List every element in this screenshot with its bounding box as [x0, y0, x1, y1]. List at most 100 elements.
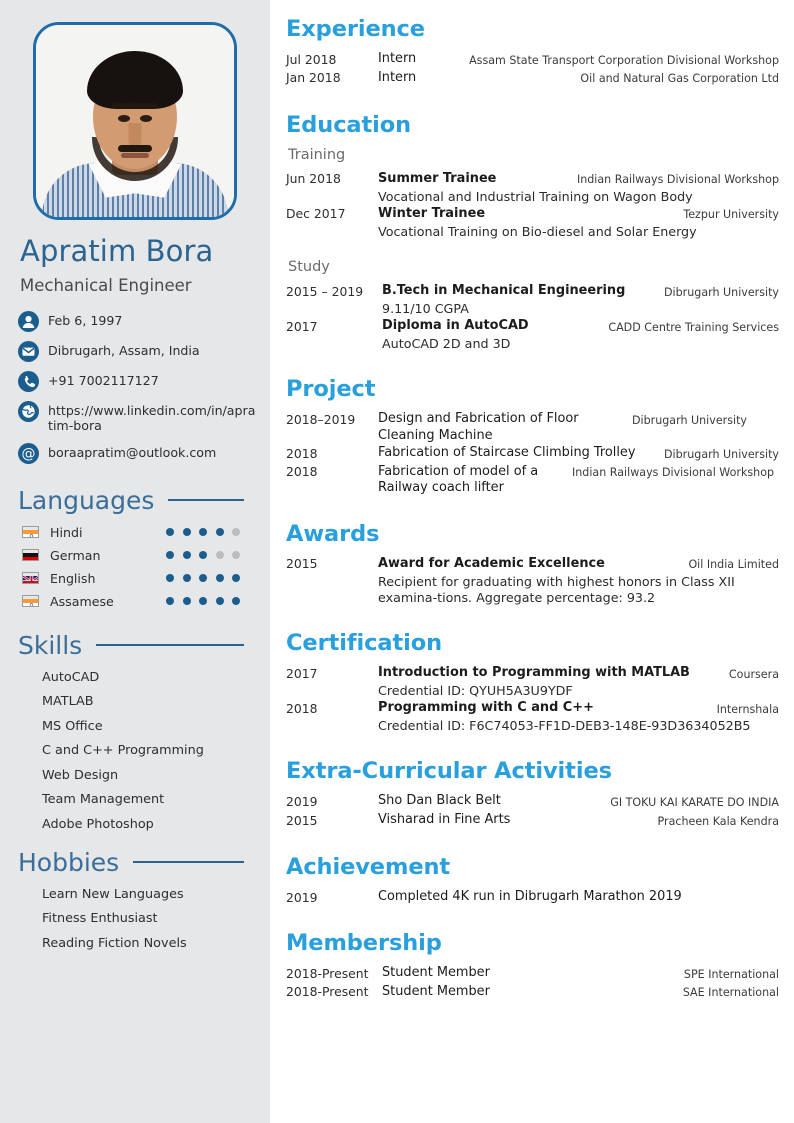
avatar [36, 25, 234, 217]
entry-date: 2018 [286, 700, 318, 716]
table-row: 2018-Present Student Member SAE Internat… [286, 984, 779, 1002]
entry-description: Credential ID: F6C74053-FF1D-DEB3-148E-9… [378, 718, 751, 734]
list-item: Adobe Photoshop [42, 816, 154, 832]
page-title: Apratim Bora [20, 234, 214, 268]
section-achievement: Achievement 2019 Completed 4K run in Dib… [286, 854, 779, 906]
contact-value: Dibrugarh, Assam, India [48, 342, 200, 358]
entry-title: Student Member [382, 983, 490, 999]
section-title: Achievement [286, 854, 451, 881]
entry-org: Tezpur University [683, 208, 779, 222]
entry-description: Vocational Training on Bio-diesel and So… [378, 223, 697, 239]
entry-title: Introduction to Programming with MATLAB [378, 665, 690, 681]
table-row: Dec 2017 Winter Trainee Tezpur Universit… [286, 206, 779, 240]
table-row: 2017 Introduction to Programming with MA… [286, 665, 779, 699]
list-item: Web Design [42, 767, 119, 783]
flag-uk-icon [22, 572, 39, 585]
entry-org: Oil and Natural Gas Corporation Ltd [580, 72, 779, 86]
list-item: Learn New Languages [42, 886, 184, 902]
profile-photo-frame [33, 22, 237, 220]
entry-org: Pracheen Kala Kendra [657, 814, 779, 828]
skills-heading: Skills [18, 631, 256, 660]
table-row: 2015 Visharad in Fine Arts Pracheen Kala… [286, 812, 779, 830]
entry-title: B.Tech in Mechanical Engineering [382, 283, 626, 299]
contact-row-linkedin[interactable]: https://www.linkedin.com/in/apratim-bora [18, 400, 256, 434]
entry-org: SPE International [683, 967, 779, 981]
table-row: 2019 Sho Dan Black Belt GI TOKU KAI KARA… [286, 793, 779, 811]
rating-dots [166, 528, 256, 537]
entry-org: SAE International [682, 986, 779, 1000]
section-title: Experience [286, 16, 425, 42]
entry-description: 9.11/10 CGPA [382, 300, 469, 316]
section-certification: Certification 2017 Introduction to Progr… [286, 630, 779, 734]
section-title: Extra-Curricular Activities [286, 758, 612, 785]
entry-date: 2018-Present [286, 965, 369, 981]
entry-date: 2017 [286, 665, 318, 681]
table-row: Jun 2018 Summer Trainee Indian Railways … [286, 171, 779, 205]
contact-value: Feb 6, 1997 [48, 312, 123, 328]
heading-rule [96, 644, 244, 647]
hobbies-heading: Hobbies [18, 848, 256, 877]
entry-title: Intern [378, 51, 417, 66]
list-item: Hindi [14, 525, 256, 540]
entry-date: 2018 [286, 445, 318, 461]
skills-list: AutoCAD MATLAB MS Office C and C++ Progr… [14, 670, 256, 832]
entry-date: 2015 [286, 812, 318, 828]
entry-title: Programming with C and C++ [378, 700, 594, 716]
section-education: Education Training Jun 2018 Summer Train… [286, 112, 779, 352]
entry-org: Indian Railways Divisional Workshop [572, 466, 775, 480]
table-row: 2017 Diploma in AutoCAD CADD Centre Trai… [286, 318, 779, 352]
table-row: Jul 2018 Intern Assam State Transport Co… [286, 51, 779, 69]
envelope-icon [18, 340, 39, 362]
heading-rule [168, 499, 244, 502]
subsection-title-study: Study [288, 259, 330, 276]
list-item: MS Office [42, 718, 103, 734]
entry-org: Oil India Limited [688, 558, 779, 572]
subsection-title-training: Training [288, 146, 346, 163]
entry-date: 2018-Present [286, 984, 369, 1000]
entry-date: 2015 – 2019 [286, 283, 364, 299]
rating-dots [166, 574, 256, 583]
entry-title: Fabrication of Staircase Climbing Trolle… [378, 445, 636, 461]
flag-india-icon [22, 526, 39, 539]
language-name: English [50, 570, 96, 586]
languages-list: Hindi German [14, 525, 256, 609]
entry-description: Vocational and Industrial Training on Wa… [378, 188, 693, 204]
entry-description: AutoCAD 2D and 3D [382, 336, 511, 352]
rating-dots [166, 551, 256, 560]
globe-icon [18, 400, 39, 422]
section-title: Education [286, 111, 412, 138]
list-item: Team Management [42, 792, 165, 808]
entry-title: Winter Trainee [378, 205, 486, 221]
table-row: 2018 Fabrication of model of a Railway c… [286, 464, 779, 497]
entry-date: 2018 [286, 464, 318, 480]
entry-org: Assam State Transport Corporation Divisi… [469, 53, 779, 67]
list-item: Reading Fiction Novels [42, 935, 187, 951]
contact-row-phone[interactable]: +91 7002117127 [18, 370, 256, 392]
entry-date: 2017 [286, 318, 318, 334]
contact-row-email[interactable]: @ boraapratim@outlook.com [18, 442, 256, 464]
section-title: Membership [286, 930, 442, 957]
list-item: AutoCAD [42, 669, 100, 685]
entry-org: Indian Railways Divisional Workshop [576, 173, 779, 187]
section-title: Certification [286, 630, 443, 657]
entry-date: 2018–2019 [286, 411, 356, 427]
entry-org: CADD Centre Training Services [608, 320, 779, 334]
hobbies-list: Learn New Languages Fitness Enthusiast R… [14, 887, 256, 951]
flag-germany-icon [22, 549, 39, 562]
section-title: Project [286, 376, 376, 403]
main-content: Experience Jul 2018 Intern Assam State T… [270, 0, 794, 1123]
section-project: Project 2018–2019 Design and Fabrication… [286, 376, 779, 497]
entry-description: Credential ID: QYUH5A3U9YDF [378, 683, 573, 698]
entry-date: Dec 2017 [286, 206, 346, 222]
list-item: MATLAB [42, 694, 94, 710]
section-membership: Membership 2018-Present Student Member S… [286, 930, 779, 1002]
entry-org: GI TOKU KAI KARATE DO INDIA [610, 795, 779, 809]
entry-title: Diploma in AutoCAD [382, 318, 529, 334]
table-row: 2018-Present Student Member SPE Internat… [286, 965, 779, 983]
entry-org: Dibrugarh University [632, 413, 747, 427]
entry-title: Visharad in Fine Arts [378, 812, 511, 828]
section-awards: Awards 2015 Award for Academic Excellenc… [286, 521, 779, 606]
languages-heading: Languages [18, 486, 256, 515]
entry-date: Jan 2018 [286, 70, 341, 86]
